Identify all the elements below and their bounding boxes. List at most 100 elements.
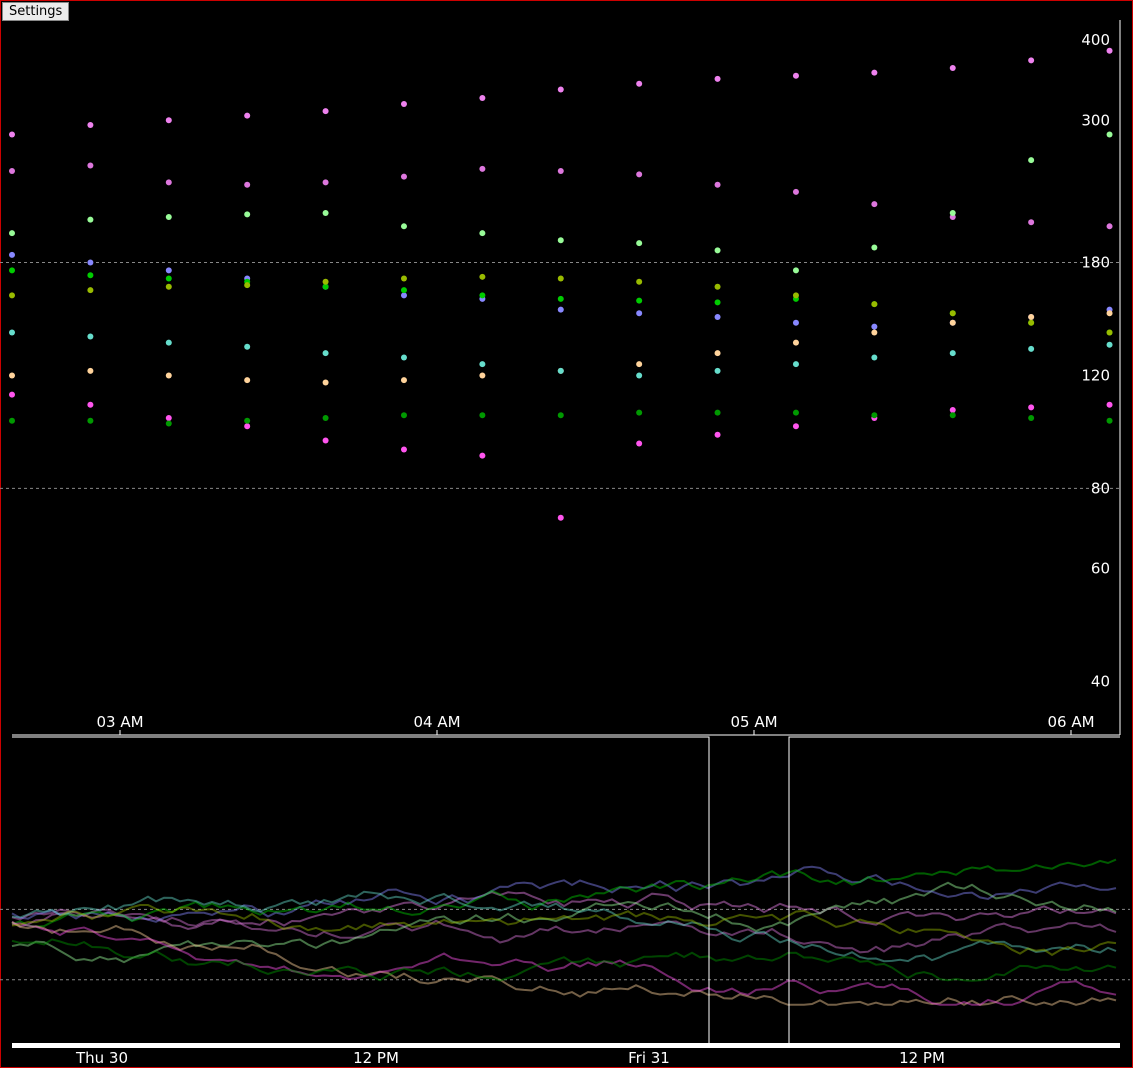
data-point[interactable]: [792, 319, 799, 326]
data-point[interactable]: [792, 72, 799, 79]
data-point[interactable]: [1028, 404, 1035, 411]
data-point[interactable]: [557, 514, 564, 521]
data-point[interactable]: [1028, 345, 1035, 352]
data-point[interactable]: [165, 179, 172, 186]
data-point[interactable]: [636, 171, 643, 178]
data-point[interactable]: [714, 367, 721, 374]
data-point[interactable]: [949, 412, 956, 419]
data-point[interactable]: [714, 409, 721, 416]
data-point[interactable]: [165, 339, 172, 346]
data-point[interactable]: [636, 278, 643, 285]
data-point[interactable]: [87, 401, 94, 408]
data-point[interactable]: [557, 168, 564, 175]
data-point[interactable]: [871, 354, 878, 361]
data-point[interactable]: [400, 223, 407, 230]
data-point[interactable]: [792, 361, 799, 368]
data-point[interactable]: [9, 168, 15, 175]
data-point[interactable]: [1028, 157, 1035, 164]
data-point[interactable]: [400, 173, 407, 180]
data-point[interactable]: [244, 417, 251, 424]
data-point[interactable]: [322, 179, 329, 186]
data-point[interactable]: [244, 423, 251, 430]
data-point[interactable]: [400, 287, 407, 294]
data-point[interactable]: [636, 310, 643, 317]
data-point[interactable]: [636, 361, 643, 368]
data-point[interactable]: [792, 292, 799, 299]
data-point[interactable]: [949, 64, 956, 71]
data-point[interactable]: [636, 409, 643, 416]
data-point[interactable]: [322, 379, 329, 386]
data-point[interactable]: [1106, 401, 1113, 408]
data-point[interactable]: [792, 339, 799, 346]
data-point[interactable]: [557, 86, 564, 93]
data-point[interactable]: [557, 412, 564, 419]
data-point[interactable]: [479, 273, 486, 280]
data-point[interactable]: [322, 210, 329, 217]
data-point[interactable]: [87, 272, 94, 279]
data-point[interactable]: [322, 437, 329, 444]
data-point[interactable]: [1106, 223, 1113, 230]
data-point[interactable]: [636, 240, 643, 247]
data-point[interactable]: [871, 329, 878, 336]
data-point[interactable]: [1028, 319, 1035, 326]
data-point[interactable]: [1106, 341, 1113, 348]
settings-button[interactable]: Settings: [2, 2, 70, 21]
data-point[interactable]: [87, 287, 94, 294]
data-point[interactable]: [479, 452, 486, 459]
data-point[interactable]: [400, 101, 407, 108]
data-point[interactable]: [322, 414, 329, 421]
data-point[interactable]: [792, 423, 799, 430]
data-point[interactable]: [165, 213, 172, 220]
data-point[interactable]: [87, 367, 94, 374]
data-point[interactable]: [165, 420, 172, 427]
data-point[interactable]: [400, 377, 407, 384]
data-point[interactable]: [871, 244, 878, 251]
data-point[interactable]: [9, 267, 15, 274]
data-point[interactable]: [1028, 314, 1035, 321]
data-point[interactable]: [165, 414, 172, 421]
data-point[interactable]: [479, 412, 486, 419]
data-point[interactable]: [165, 267, 172, 274]
data-point[interactable]: [714, 283, 721, 290]
data-point[interactable]: [557, 367, 564, 374]
data-point[interactable]: [165, 283, 172, 290]
data-point[interactable]: [9, 329, 15, 336]
navigator-chart[interactable]: Thu 30 12 PM Fri 31 12 PM: [0, 736, 1130, 1067]
data-point[interactable]: [244, 343, 251, 350]
data-point[interactable]: [871, 412, 878, 419]
data-point[interactable]: [87, 162, 94, 169]
navigator-scrollbar[interactable]: [12, 1043, 1120, 1048]
data-point[interactable]: [1106, 417, 1113, 424]
data-point[interactable]: [400, 354, 407, 361]
data-point[interactable]: [400, 412, 407, 419]
data-point[interactable]: [400, 446, 407, 453]
data-point[interactable]: [400, 275, 407, 282]
data-point[interactable]: [244, 377, 251, 384]
data-point[interactable]: [87, 417, 94, 424]
data-point[interactable]: [557, 295, 564, 302]
data-point[interactable]: [244, 112, 251, 119]
data-point[interactable]: [1028, 57, 1035, 64]
data-point[interactable]: [792, 409, 799, 416]
data-point[interactable]: [714, 247, 721, 254]
data-point[interactable]: [871, 323, 878, 330]
data-point[interactable]: [949, 310, 956, 317]
data-point[interactable]: [714, 314, 721, 321]
data-point[interactable]: [636, 372, 643, 379]
data-point[interactable]: [714, 75, 721, 82]
data-point[interactable]: [165, 275, 172, 282]
data-point[interactable]: [322, 350, 329, 357]
data-point[interactable]: [1106, 47, 1113, 54]
data-point[interactable]: [1106, 131, 1113, 138]
data-point[interactable]: [636, 440, 643, 447]
data-point[interactable]: [479, 165, 486, 172]
data-point[interactable]: [479, 230, 486, 237]
main-scatter-chart[interactable]: 40 60 80 120 180 300 400 03 AM 04 AM 05 AM 06 AM: [0, 20, 1133, 736]
data-point[interactable]: [871, 201, 878, 208]
data-point[interactable]: [87, 259, 94, 266]
data-point[interactable]: [1028, 219, 1035, 226]
data-point[interactable]: [244, 282, 251, 289]
data-point[interactable]: [244, 181, 251, 188]
data-point[interactable]: [636, 297, 643, 304]
data-point[interactable]: [9, 131, 15, 138]
